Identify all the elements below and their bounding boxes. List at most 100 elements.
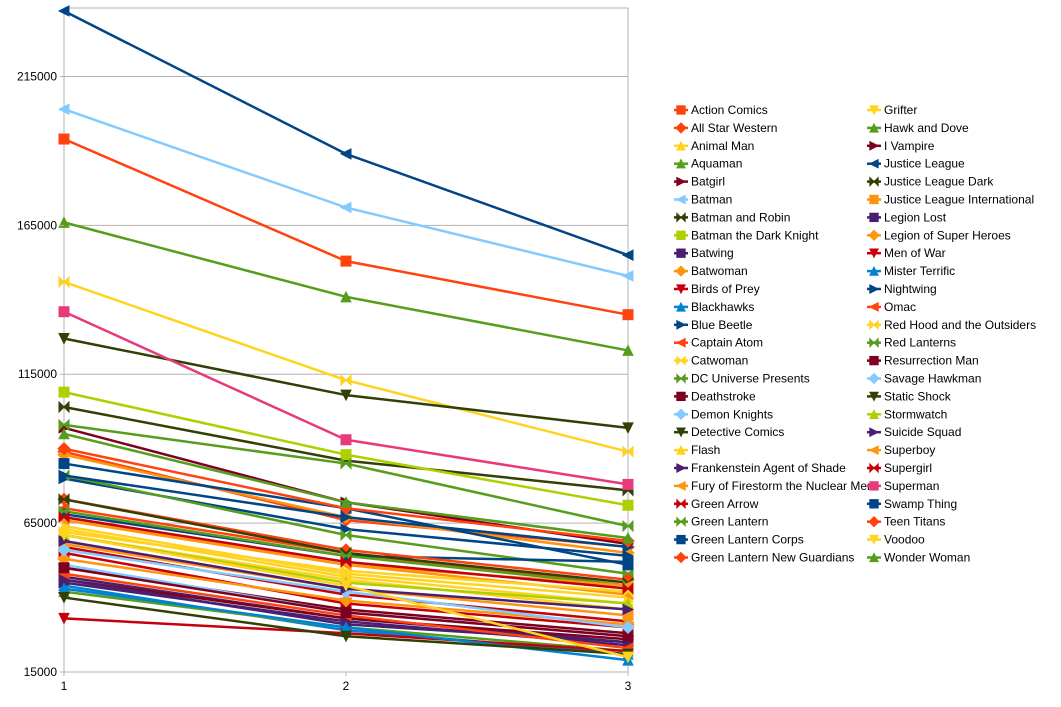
data-point (58, 275, 70, 289)
legend-marker (676, 463, 687, 473)
data-point (58, 306, 70, 318)
legend-label: Red Hood and the Outsiders (884, 318, 1036, 332)
legend-marker (675, 408, 687, 421)
legend-entry: Men of War (867, 246, 946, 260)
legend-entry: Omac (867, 300, 916, 314)
data-point (58, 529, 70, 542)
data-point (58, 418, 70, 432)
data-point (622, 519, 634, 533)
legend-entry: Legion Lost (867, 210, 947, 224)
legend-marker (869, 499, 879, 509)
legend-label: Demon Knights (691, 407, 773, 421)
legend-label: Green Lantern New Guardians (691, 551, 854, 565)
legend-entry: Blackhawks (674, 300, 754, 314)
legend-label: Action Comics (691, 103, 768, 117)
legend-label: Omac (884, 300, 916, 314)
legend-label: I Vampire (884, 139, 935, 153)
legend-marker (869, 391, 879, 402)
legend-label: Legion Lost (884, 210, 947, 224)
legend-label: Batgirl (691, 175, 725, 189)
legend-label: Resurrection Man (884, 354, 979, 368)
legend-label: Green Arrow (691, 497, 759, 511)
x-tick-label: 1 (61, 679, 68, 693)
legend-entry: Supergirl (867, 461, 932, 475)
legend-label: Fury of Firestorm the Nuclear Men (691, 479, 874, 493)
data-point (58, 427, 70, 440)
legend-entry: Batman and Robin (674, 210, 790, 224)
series-justice-league (57, 5, 634, 261)
legend-entry: Green Lantern Corps (674, 533, 804, 547)
legend-marker (676, 373, 686, 384)
y-tick-label: 115000 (18, 367, 57, 381)
legend-label: Stormwatch (884, 407, 947, 421)
data-point (340, 523, 353, 535)
data-point (340, 434, 352, 446)
y-tick-label: 65000 (24, 516, 58, 530)
legend-marker (869, 462, 879, 474)
legend-entry: Batwing (674, 246, 734, 260)
legend-label: Catwoman (691, 354, 748, 368)
legend-label: Nightwing (884, 282, 937, 296)
legend-marker (676, 230, 686, 240)
legend-entry: Red Hood and the Outsiders (867, 318, 1036, 332)
data-point (622, 531, 634, 544)
legend-marker (869, 552, 879, 563)
legend-entry: Nightwing (867, 282, 937, 296)
data-point (340, 449, 352, 461)
data-point (58, 400, 70, 414)
legend-entry: Hawk and Dove (867, 121, 969, 135)
data-point (340, 496, 352, 508)
legend-marker (676, 427, 686, 438)
legend-label: Detective Comics (691, 425, 784, 439)
legend-marker (676, 248, 686, 258)
legend-marker (675, 480, 686, 491)
legend-entry: Captain Atom (674, 336, 763, 350)
legend-label: Flash (691, 443, 720, 457)
legend-label: Batwoman (691, 264, 748, 278)
legend-entry: Wonder Woman (867, 551, 970, 565)
series-catwoman (58, 275, 634, 458)
data-point (57, 543, 71, 557)
legend-marker (675, 337, 686, 348)
data-point (58, 469, 71, 482)
data-point (58, 133, 70, 145)
legend-label: Savage Hawkman (884, 372, 981, 386)
legend-entry: Superman (867, 479, 939, 493)
legend-label: Green Lantern Corps (691, 533, 804, 547)
legend-label: Birds of Prey (691, 282, 760, 296)
legend-entry: Frankenstein Agent of Shade (674, 461, 846, 475)
legend-label: Batman (691, 193, 732, 207)
legend-label: Captain Atom (691, 336, 763, 350)
legend-label: Wonder Woman (884, 551, 970, 565)
series-action-comics (58, 133, 634, 321)
data-point (622, 344, 634, 356)
legend-entry: Batwoman (674, 264, 748, 278)
x-tick-label: 3 (625, 679, 632, 693)
x-tick-label: 2 (343, 679, 350, 693)
data-point (621, 249, 634, 261)
data-point (621, 270, 634, 282)
series-detective-comics (58, 333, 634, 434)
legend-label: Batwing (691, 246, 734, 260)
legend-marker (869, 427, 880, 438)
legend-label: Justice League Dark (884, 175, 994, 189)
legend-entry: DC Universe Presents (674, 372, 810, 386)
legend-marker (676, 498, 686, 510)
data-point (622, 559, 634, 571)
legend-entry: Birds of Prey (674, 282, 760, 296)
plot-area (57, 5, 635, 666)
legend-marker (869, 265, 879, 276)
series-batman (57, 103, 634, 282)
data-point (340, 389, 352, 402)
data-point (339, 201, 352, 214)
legend-marker (676, 301, 686, 312)
legend-marker (869, 248, 879, 259)
legend-marker (675, 551, 687, 564)
legend-label: Blackhawks (691, 300, 754, 314)
legend-entry: Action Comics (674, 103, 768, 117)
data-point (340, 630, 352, 643)
legend-label: Green Lantern (691, 515, 768, 529)
legend-label: Justice League (884, 157, 965, 171)
legend-entry: Batgirl (674, 175, 725, 189)
data-point (622, 499, 634, 511)
